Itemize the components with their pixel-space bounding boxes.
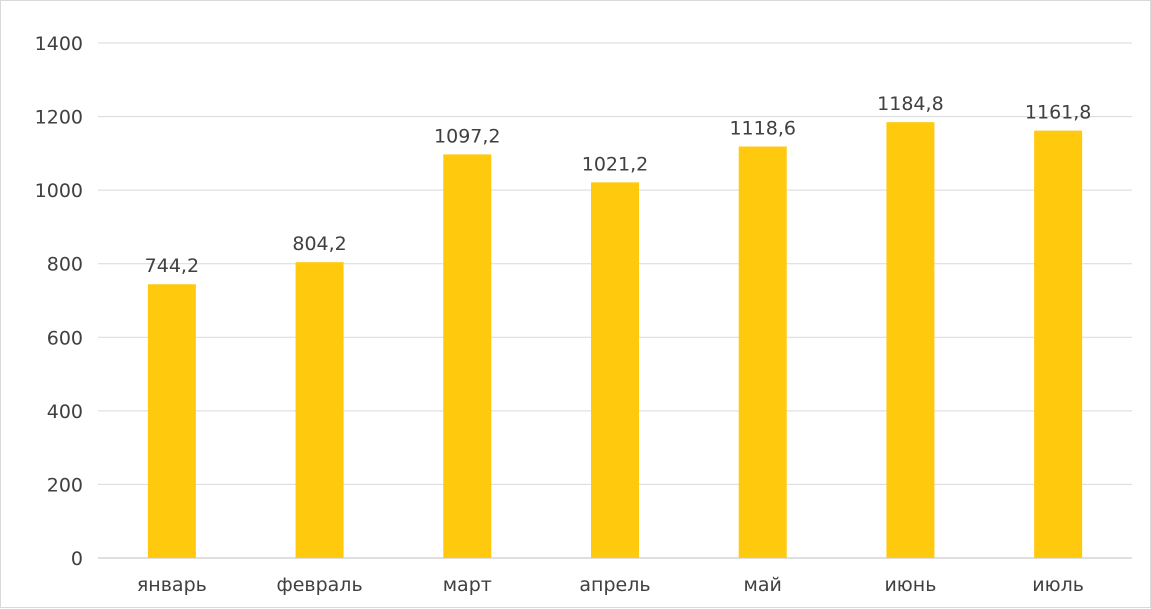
y-tick-label-400: 400 [47, 401, 83, 423]
y-tick-label-200: 200 [47, 474, 83, 496]
x-axis-ticks: январь февраль март апрель май июнь июль [137, 574, 1084, 596]
x-tick-label-5: май [744, 574, 782, 596]
bar-7 [1034, 130, 1083, 558]
data-label-2: 804,2 [292, 233, 346, 255]
x-tick-label-6: июнь [884, 574, 936, 596]
data-label-4: 1021,2 [582, 153, 648, 175]
x-tick-label-2: февраль [276, 574, 362, 596]
x-tick-label-4: апрель [579, 574, 650, 596]
bars [147, 122, 1083, 559]
y-axis-ticks: 0 200 400 600 800 1000 1200 1400 [35, 33, 83, 570]
bar-6 [886, 122, 935, 559]
x-tick-label-7: июль [1032, 574, 1084, 596]
y-tick-label-0: 0 [71, 548, 83, 570]
x-tick-label-3: март [443, 574, 492, 596]
y-tick-label-600: 600 [47, 327, 83, 349]
data-label-1: 744,2 [145, 255, 199, 277]
y-tick-label-1200: 1200 [35, 107, 83, 129]
bar-5 [738, 146, 787, 558]
x-tick-label-1: январь [137, 574, 207, 596]
data-labels: 744,2 804,2 1097,2 1021,2 1118,6 1184,8 1161,8 [145, 93, 1092, 277]
y-tick-label-800: 800 [47, 254, 83, 276]
bar-3 [443, 154, 492, 558]
data-label-3: 1097,2 [434, 125, 500, 147]
bar-4 [591, 182, 639, 558]
y-tick-label-1400: 1400 [35, 33, 83, 55]
data-label-5: 1118,6 [729, 118, 795, 140]
bar-1 [147, 284, 196, 558]
y-tick-label-1000: 1000 [35, 180, 83, 202]
data-label-6: 1184,8 [877, 93, 943, 115]
bar-2 [295, 262, 344, 558]
data-label-7: 1161,8 [1025, 102, 1091, 124]
